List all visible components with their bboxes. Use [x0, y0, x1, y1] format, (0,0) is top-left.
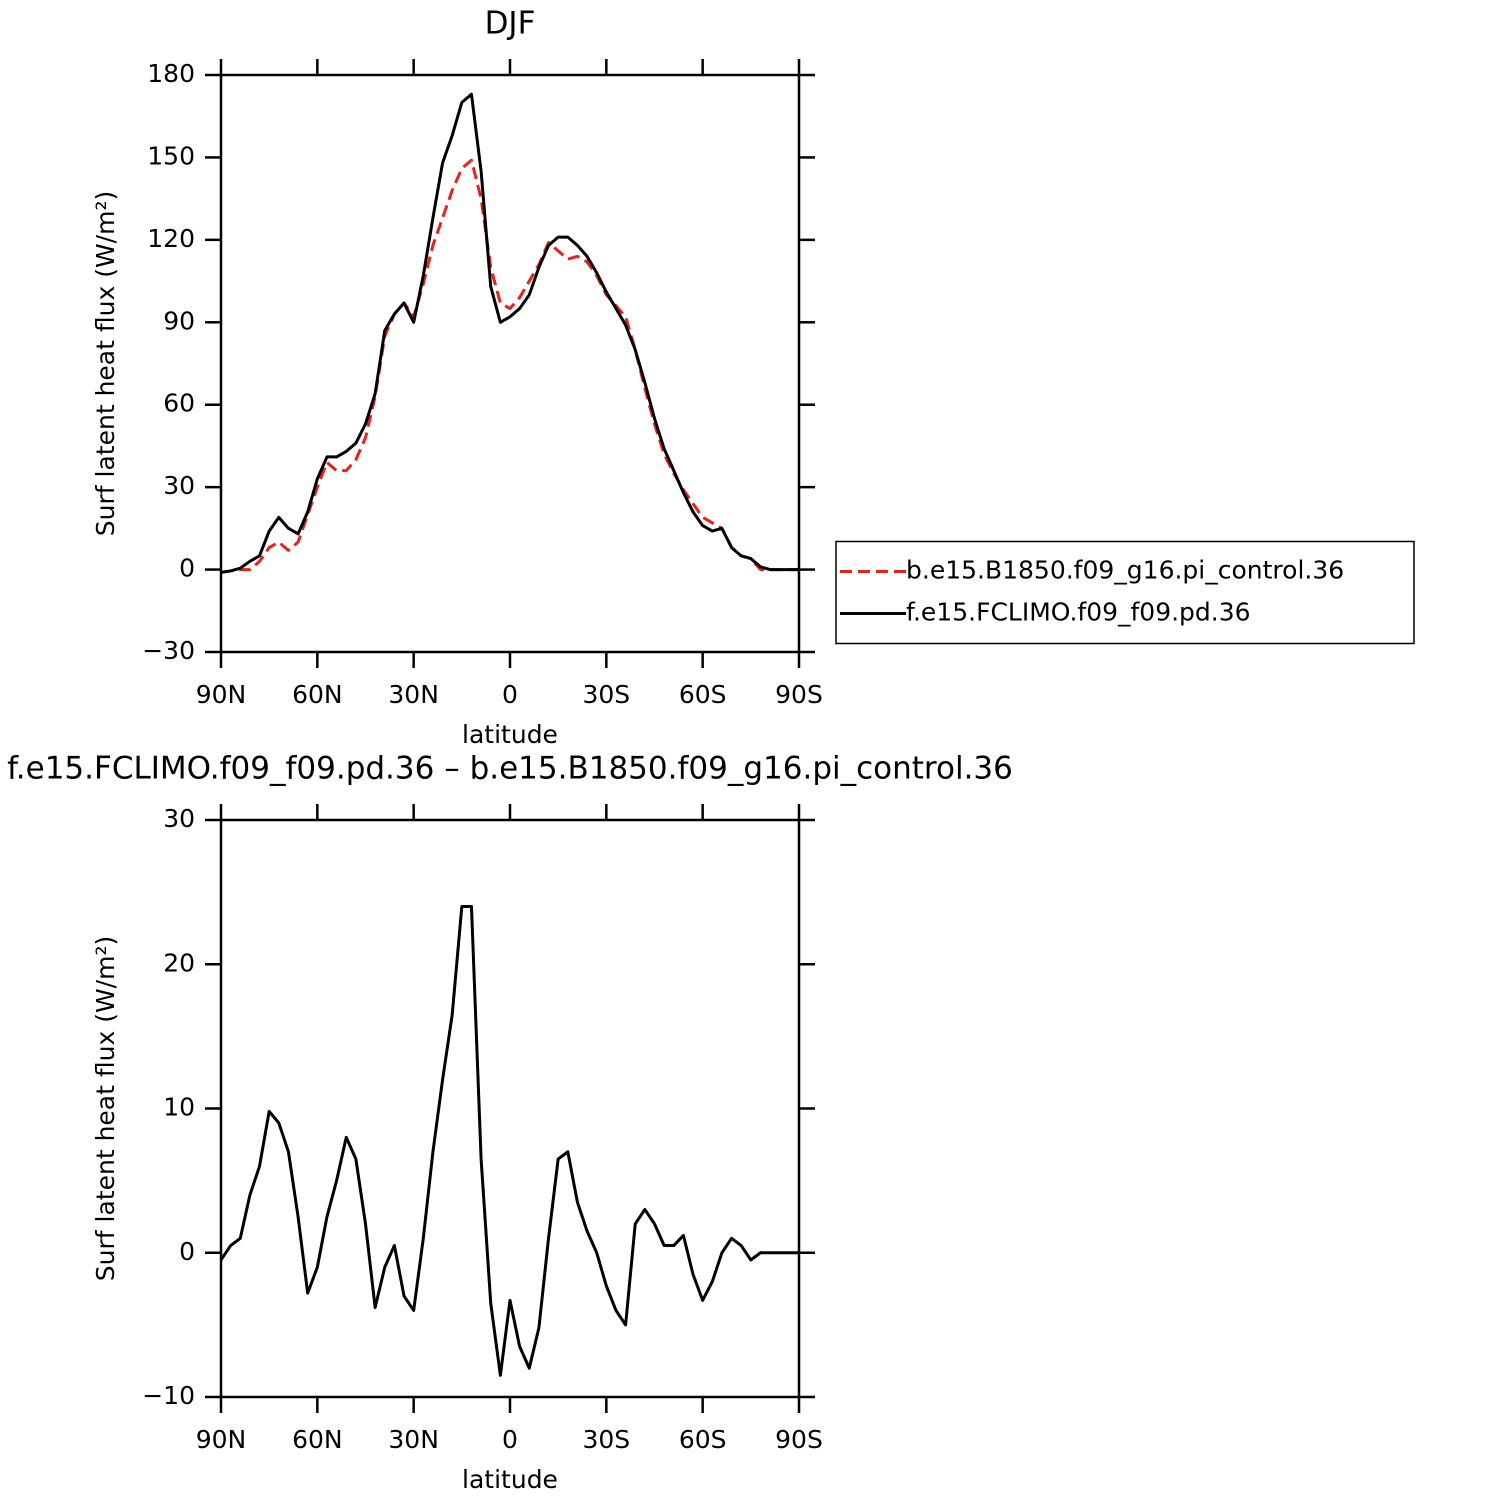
x-tick-label: 90N — [196, 680, 247, 709]
x-tick-label: 60N — [292, 680, 343, 709]
y-tick-label: 60 — [163, 389, 195, 418]
x-tick-label: 60S — [679, 1425, 727, 1454]
y-tick-label: 30 — [163, 471, 195, 500]
legend-box — [835, 540, 1415, 645]
y-tick-label: 90 — [163, 306, 195, 335]
y-tick-label: −30 — [142, 636, 195, 665]
x-tick-label: 0 — [502, 1425, 518, 1454]
y-tick-label: 120 — [147, 224, 195, 253]
x-tick-label: 60N — [292, 1425, 343, 1454]
legend-label: f.e15.FCLIMO.f09_f09.pd.36 — [906, 598, 1251, 627]
chart-title: f.e15.FCLIMO.f09_f09.pd.36 – b.e15.B1850… — [7, 751, 1013, 787]
x-tick-label: 30N — [388, 1425, 439, 1454]
data-line — [220, 92, 799, 574]
y-tick-label: 0 — [179, 1237, 195, 1266]
x-axis-label: latitude — [462, 720, 558, 749]
y-tick-label: 180 — [147, 59, 195, 88]
x-tick-label: 60S — [679, 680, 727, 709]
x-tick-label: 90S — [775, 1425, 823, 1454]
data-line — [220, 158, 799, 574]
y-tick-label: 20 — [163, 948, 195, 977]
x-tick-label: 30S — [582, 680, 630, 709]
x-tick-label: 30S — [582, 1425, 630, 1454]
y-tick-label: 150 — [147, 141, 195, 170]
y-axis-label: Surf latent heat flux (W/m²) — [91, 936, 120, 1281]
x-axis-label: latitude — [462, 1465, 558, 1494]
y-tick-label: 30 — [163, 804, 195, 833]
data-line — [219, 905, 799, 1377]
plot-frame — [219, 818, 801, 1399]
y-tick-label: −10 — [142, 1381, 195, 1410]
x-tick-label: 30N — [388, 680, 439, 709]
x-tick-label: 90N — [196, 1425, 247, 1454]
x-tick-label: 0 — [502, 680, 518, 709]
chart-title: DJF — [485, 6, 536, 42]
y-axis-label: Surf latent heat flux (W/m²) — [91, 191, 120, 536]
legend-label: b.e15.B1850.f09_g16.pi_control.36 — [906, 556, 1344, 585]
x-tick-label: 90S — [775, 680, 823, 709]
plot-frame — [219, 73, 801, 654]
y-tick-label: 0 — [179, 554, 195, 583]
y-tick-label: 10 — [163, 1093, 195, 1122]
